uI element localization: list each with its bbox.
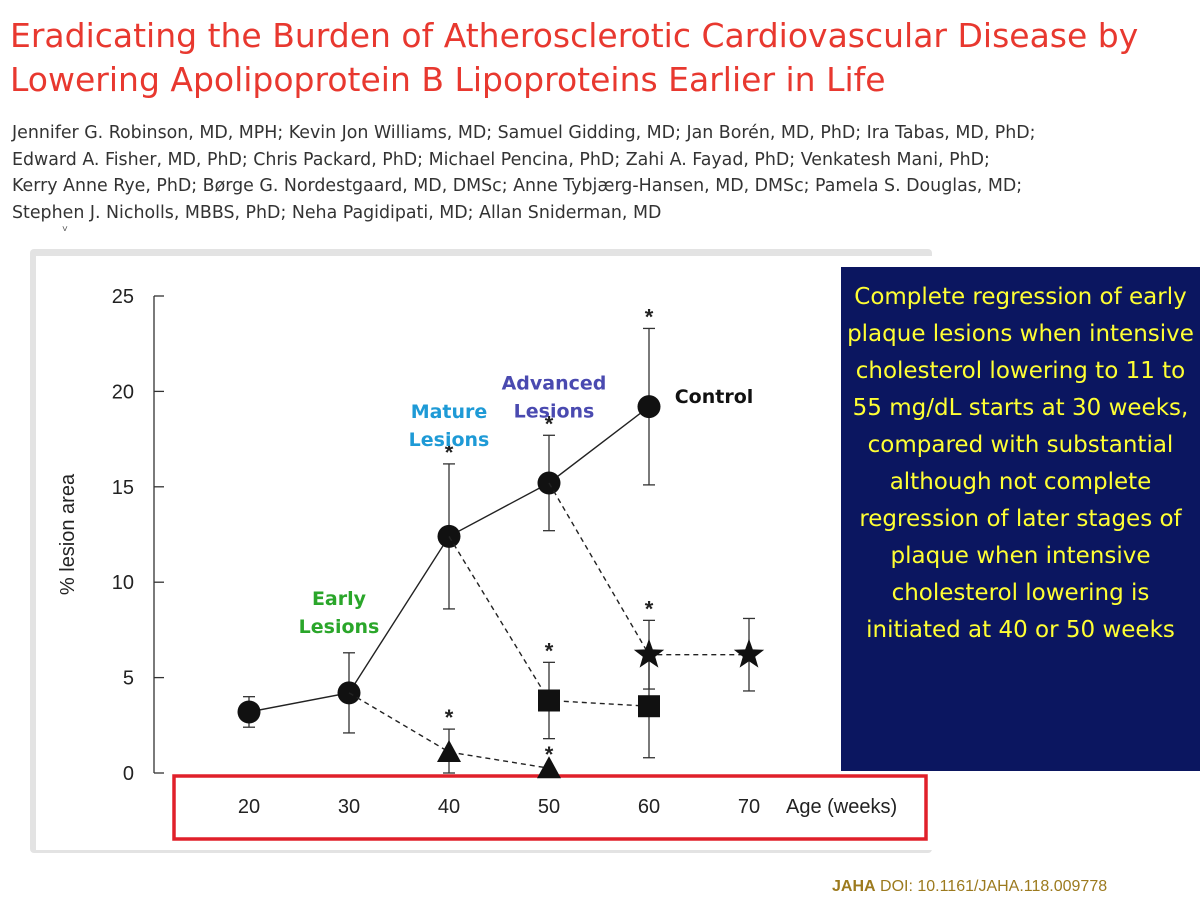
data-point-circle: [637, 395, 661, 419]
data-point-triangle: [437, 740, 461, 763]
y-tick-label: 5: [123, 668, 134, 690]
callout-box: Complete regression of early plaque lesi…: [841, 267, 1200, 771]
author-list: Jennifer G. Robinson, MD, MPH; Kevin Jon…: [12, 120, 1197, 226]
y-tick-label: 20: [112, 381, 134, 403]
author-line: Jennifer G. Robinson, MD, MPH; Kevin Jon…: [12, 123, 1036, 143]
chart-panel: 0 5 10 15 20 25 % lesion area 20 30 40 50 60 70 Age (…: [36, 256, 938, 850]
author-line: Edward A. Fisher, MD, PhD; Chris Packard…: [12, 149, 990, 170]
callout-text: Complete regression of early plaque lesi…: [847, 284, 1194, 643]
annotation-label: Early: [312, 588, 367, 610]
citation-footer: JAHA DOI: 10.1161/JAHA.118.009778: [832, 878, 1107, 896]
y-axis-title: % lesion area: [57, 473, 79, 595]
x-tick-label: 30: [338, 796, 360, 818]
significance-asterisk: *: [645, 596, 654, 621]
annotation-label: Mature: [411, 401, 488, 423]
data-point-circle: [237, 700, 261, 724]
x-tick-label: 60: [638, 796, 660, 818]
significance-asterisk: *: [545, 638, 554, 663]
stray-mark: ˅: [62, 224, 68, 235]
annotation-label: Control: [675, 386, 754, 408]
x-tick-label: 20: [238, 796, 260, 818]
x-tick-label: 70: [738, 796, 760, 818]
paper-title: Eradicating the Burden of Atheroscleroti…: [10, 14, 1200, 102]
lesion-area-chart: 0 5 10 15 20 25 % lesion area 20 30 40 50 60 70 Age (…: [57, 286, 928, 841]
annotation-label: Lesions: [299, 616, 380, 638]
significance-asterisk: *: [545, 742, 554, 767]
annotation-label: Lesions: [409, 429, 490, 451]
significance-asterisk: *: [545, 411, 554, 436]
significance-asterisk: *: [645, 304, 654, 329]
data-point-square: [538, 689, 560, 712]
annotation-label: Advanced: [502, 372, 607, 394]
series-line-dashed: [348, 692, 550, 769]
title-line-1: Eradicating the Burden of Atheroscleroti…: [10, 16, 1139, 55]
title-line-2: Lowering Apolipoprotein B Lipoproteins E…: [10, 60, 886, 99]
y-tick-label: 25: [112, 286, 134, 308]
doi-text: DOI: 10.1161/JAHA.118.009778: [875, 878, 1108, 895]
x-tick-label: 50: [538, 796, 560, 818]
significance-asterisk: *: [445, 705, 454, 730]
data-point-square: [638, 695, 660, 718]
journal-name: JAHA: [832, 878, 876, 895]
data-point-star: [733, 638, 765, 668]
data-point-circle: [437, 524, 461, 548]
author-line: Kerry Anne Rye, PhD; Børge G. Nordestgaa…: [12, 176, 1023, 196]
y-tick-label: 0: [123, 763, 134, 785]
y-tick-label: 15: [112, 477, 134, 499]
significance-asterisk: *: [445, 440, 454, 465]
x-tick-label: 40: [438, 796, 460, 818]
x-axis-title: Age (weeks): [786, 796, 897, 818]
y-tick-label: 10: [112, 572, 134, 594]
author-line: Stephen J. Nicholls, MBBS, PhD; Neha Pag…: [12, 202, 662, 223]
data-point-star: [633, 638, 665, 668]
annotation-label: Lesions: [514, 400, 595, 422]
data-point-triangle: [537, 756, 561, 779]
